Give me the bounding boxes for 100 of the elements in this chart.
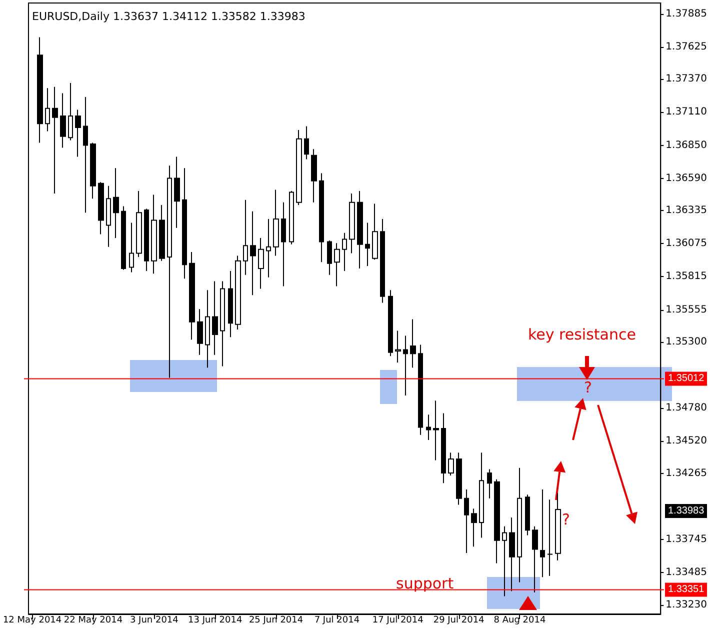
candlestick	[357, 190, 363, 269]
y-tick-label: 1.34520	[666, 436, 708, 447]
annotation: support	[396, 574, 454, 592]
candlestick	[441, 412, 446, 484]
y-tick-label: 1.34780	[666, 402, 708, 414]
y-tick-label: 1.33485	[666, 567, 708, 578]
candlestick	[106, 185, 111, 248]
candlestick	[174, 156, 180, 228]
candlestick	[509, 516, 515, 592]
candlestick	[296, 130, 302, 206]
x-tick-label: 22 May 2014	[64, 616, 123, 626]
candlestick	[464, 489, 469, 554]
candlestick	[395, 330, 401, 363]
candlestick	[90, 142, 96, 200]
candlestick	[456, 452, 462, 506]
candlestick	[327, 240, 332, 276]
candlestick	[167, 165, 172, 378]
candlestick	[212, 280, 218, 356]
candlestick	[45, 88, 50, 132]
x-tick-label: 8 Aug 2014	[494, 616, 546, 626]
candlestick	[121, 206, 126, 270]
x-tick-label: 12 May 2014	[2, 616, 62, 626]
candlestick	[83, 96, 88, 214]
candlestick	[113, 168, 119, 238]
candlestick	[342, 232, 347, 272]
text: 1.33983	[668, 506, 705, 516]
y-tick-label: 1.35815	[666, 271, 708, 282]
y-tick-label: 1.36075	[666, 238, 708, 250]
y-tick-label: 1.37885	[666, 8, 708, 20]
candlestick	[37, 36, 43, 144]
candlestick	[448, 452, 454, 476]
y-tick-label: 1.34265	[666, 468, 708, 480]
candlestick	[98, 182, 104, 235]
candlestick	[281, 202, 286, 287]
annotation: ?	[584, 378, 592, 396]
candlestick	[182, 168, 187, 280]
candlestick	[319, 172, 324, 263]
candlestick	[243, 199, 248, 276]
candlestick	[433, 400, 439, 461]
text: EURUSD,Daily 1.33637 1.34112 1.33582 1.33983	[32, 10, 306, 23]
candlestick	[52, 86, 58, 194]
candlestick	[532, 526, 538, 593]
candlestick	[136, 190, 142, 258]
candlestick	[517, 467, 522, 583]
candlestick	[273, 189, 279, 256]
candlestick	[380, 218, 385, 304]
candlestick	[60, 92, 66, 148]
x-tick-label: 13 Jun 2014	[188, 616, 242, 626]
candlestick	[205, 290, 210, 368]
y-tick-label: 1.33745	[666, 534, 708, 546]
candlestick	[494, 478, 500, 564]
candlestick	[289, 190, 294, 245]
y-tick-label: 1.35300	[666, 336, 708, 348]
candlestick	[334, 242, 340, 287]
candlestick	[365, 222, 370, 266]
y-tick-label: 1.35555	[666, 304, 708, 316]
candlestick	[388, 290, 393, 357]
candlestick	[151, 194, 157, 274]
ref-line-label: 1.33351	[668, 584, 705, 596]
candlestick	[75, 109, 81, 158]
candlestick	[547, 499, 553, 576]
candlestick	[410, 318, 416, 368]
annotation: key resistance	[528, 326, 636, 344]
candlestick	[304, 126, 309, 160]
candlestick	[144, 208, 149, 272]
y-tick-label: 1.36335	[666, 205, 708, 216]
ref-line-label: 1.35012	[668, 373, 705, 384]
y-tick-label: 1.36590	[666, 172, 708, 184]
candlestick	[228, 270, 233, 338]
candlestick	[502, 526, 507, 597]
candlestick	[197, 308, 203, 356]
candlestick	[525, 494, 530, 536]
y-tick-label: 1.37625	[666, 41, 708, 52]
candlestick	[250, 210, 256, 296]
x-tick-label: 29 Jul 2014	[433, 616, 485, 626]
x-tick-label: 25 Jun 2014	[248, 616, 304, 626]
x-tick-label: 7 Jul 2014	[314, 616, 360, 626]
candlestick	[266, 218, 271, 278]
candlestick	[159, 204, 165, 262]
candlestick	[540, 489, 545, 578]
y-tick-label: 1.36850	[666, 140, 708, 151]
candlestick	[235, 255, 241, 330]
candlestick	[258, 238, 264, 290]
candlestick	[418, 344, 423, 436]
x-tick-label: 3 Jun 2014	[130, 616, 179, 626]
candlestick	[189, 251, 195, 340]
candlestick	[403, 335, 408, 396]
candlestick	[487, 468, 492, 499]
candlestick	[68, 82, 73, 141]
candlestick	[471, 508, 477, 548]
candlestick	[372, 203, 378, 260]
y-tick-label: 1.33230	[666, 600, 708, 611]
y-tick-label: 1.37370	[666, 74, 708, 85]
y-tick-label: 1.37110	[666, 106, 708, 118]
candlestick	[349, 193, 355, 254]
candlestick	[311, 148, 317, 203]
annotation: ?	[562, 510, 570, 528]
candlestick	[129, 222, 134, 273]
candlestick	[426, 414, 431, 440]
x-tick-label: 17 Jul 2014	[372, 616, 424, 626]
